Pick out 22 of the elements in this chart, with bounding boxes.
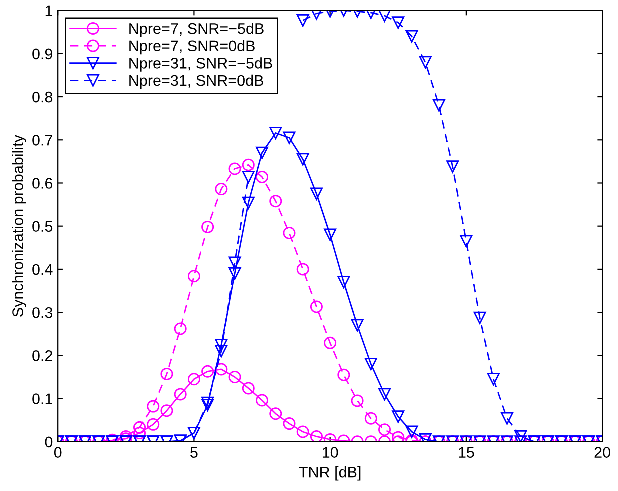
y-axis-title: Synchronization probability [12, 135, 26, 317]
y-tick-label: 0.7 [32, 135, 52, 146]
x-tick-label: 5 [190, 447, 198, 458]
legend-label: Npre=31, SNR=0dB [130, 74, 264, 90]
y-tick-label: 1 [46, 6, 52, 16]
y-tick-label: 0.2 [32, 350, 52, 362]
x-tick-label: 0 [54, 447, 62, 458]
y-tick-label: 0.6 [32, 178, 53, 189]
legend-label: Npre=7, SNR=−5dB [130, 23, 264, 38]
y-tick-label: 0.3 [32, 307, 53, 318]
x-tick-label: 20 [594, 447, 610, 458]
y-tick-label: 0.8 [32, 92, 53, 103]
y-tick-label: 0 [45, 436, 53, 448]
y-tick-label: 0.1 [32, 394, 52, 404]
x-tick-label: 10 [322, 447, 338, 458]
x-tick-label: 15 [459, 447, 474, 458]
legend-label: Npre=7, SNR=0dB [130, 40, 255, 55]
y-tick-label: 0.5 [32, 221, 53, 232]
y-tick-label: 0.4 [32, 264, 53, 276]
x-axis-title: TNR [dB] [299, 466, 361, 481]
y-tick-label: 0.9 [32, 48, 53, 60]
legend-label: Npre=31, SNR=−5dB [130, 58, 272, 72]
